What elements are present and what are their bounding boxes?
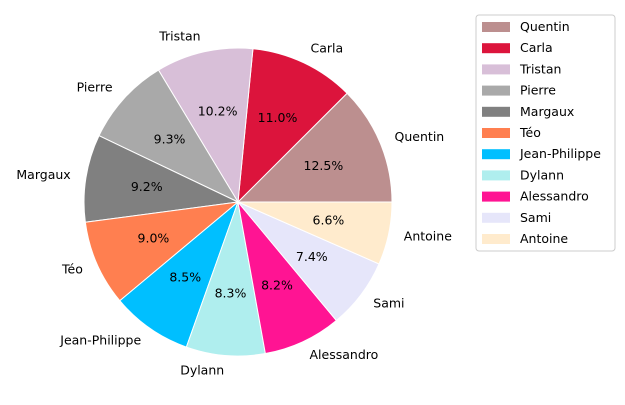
percent-label-tristan: 10.2% [198, 103, 238, 118]
percent-labels: 12.5% 11.0% 10.2% 9.3% 9.2% 9.0% 8.5% 8.3% 8.2%7… [131, 103, 345, 300]
pie-slices [83, 47, 393, 357]
slice-label-antoine: Antoine [404, 228, 452, 243]
slice-label-quentin: Quentin [395, 129, 445, 144]
pie-slice-quentin [236, 92, 393, 203]
slice-label-margaux: Margaux [16, 167, 70, 182]
pie-slice-tristan [157, 47, 254, 204]
legend-label-quentin: Quentin [520, 19, 570, 34]
legend-label-dylann: Dylann [520, 167, 564, 182]
pie-slice-carla [237, 48, 348, 204]
legend-swatch-pierre [482, 85, 510, 96]
legend-frame [475, 14, 616, 252]
percent-label-dylann: 8.3% [215, 286, 247, 301]
percent-label-teo: 9.0% [138, 231, 170, 246]
legend-swatch-carla [482, 43, 510, 54]
slice-label-carla: Carla [310, 40, 343, 55]
legend-swatch-teo [482, 128, 510, 138]
legend-swatch-sami [482, 212, 510, 223]
percent-label-antoine: 6.6% [313, 212, 345, 227]
pie-slice-pierre [98, 69, 240, 204]
legend-label-tristan: Tristan [519, 61, 561, 76]
legend-swatch-margaux [482, 106, 510, 117]
legend-label-alessandro: Alessandro [520, 189, 589, 204]
percent-label-pierre: 9.3% [154, 131, 186, 146]
legend-swatch-dylann [482, 170, 510, 181]
legend-label-sami: Sami [520, 210, 551, 225]
slice-labels: Quentin Carla Tristan Pierre Margaux Téo Jean-… [16, 28, 452, 377]
slice-label-alessandro: Alessandro [310, 347, 379, 362]
percent-label-margaux: 9.2% [131, 179, 163, 194]
slice-label-tristan: Tristan [158, 28, 200, 43]
percent-label-jean-philippe: 8.5% [169, 269, 201, 284]
legend-swatch-jean-philippe [482, 149, 510, 160]
legend-swatch-alessandro [482, 191, 510, 202]
slice-label-jean-philippe: Jean-Philippe [59, 333, 141, 348]
legend: Quentin Carla Tristan Pierre Margaux Téo Jean-… [475, 14, 616, 252]
legend-swatch-tristan [482, 64, 510, 75]
legend-label-carla: Carla [520, 40, 553, 55]
percent-label-alessandro: 8.2% [261, 277, 293, 292]
legend-swatch-antoine [482, 234, 510, 244]
slice-label-pierre: Pierre [77, 80, 113, 95]
legend-label-pierre: Pierre [520, 83, 556, 98]
pie-slice-margaux [83, 135, 240, 223]
legend-swatch-quentin [482, 22, 510, 32]
pie-slice-teo [84, 201, 240, 302]
slice-label-dylann: Dylann [180, 362, 224, 377]
percent-label-sami: 7.4% [296, 249, 328, 264]
percent-label-quentin: 12.5% [304, 158, 344, 173]
pie-slice-antoine [237, 201, 393, 265]
legend-label-margaux: Margaux [520, 104, 574, 119]
legend-label-jean-philippe: Jean-Philippe [519, 146, 601, 161]
legend-label-teo: Téo [519, 125, 541, 140]
legend-label-antoine: Antoine [520, 231, 568, 246]
percent-label-carla: 11.0% [258, 110, 298, 125]
slice-label-teo: Téo [61, 262, 83, 277]
slice-label-sami: Sami [373, 295, 404, 310]
